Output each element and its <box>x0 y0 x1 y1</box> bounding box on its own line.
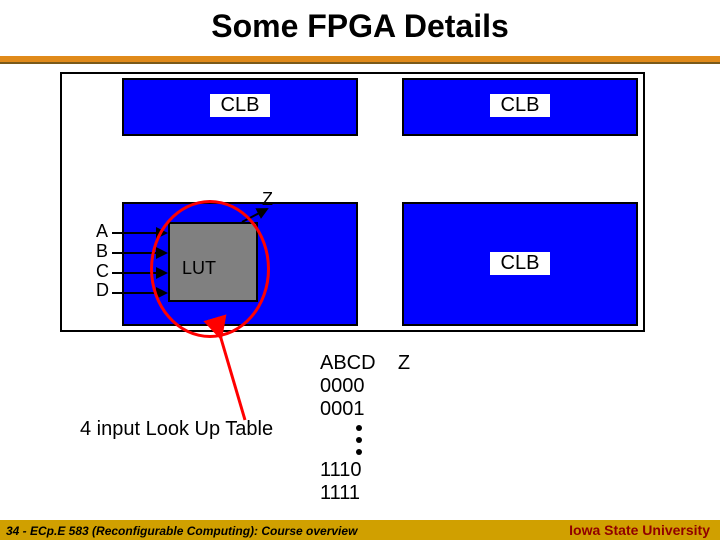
tt-row-1111: 1111 <box>320 482 410 505</box>
footer-left: 34 - ECp.E 583 (Reconfigurable Computing… <box>6 524 357 538</box>
tt-row-0000: 0000 <box>320 375 410 398</box>
tt-header-output: Z <box>398 352 410 374</box>
tt-row-0001: 0001 <box>320 398 410 421</box>
lut-caption: 4 input Look Up Table <box>80 418 273 441</box>
rule-dark <box>0 62 720 64</box>
ellipsis-dot <box>356 437 362 443</box>
truth-table: ABCD Z 0000 0001 1110 1111 <box>320 352 410 505</box>
clb-label-bottom-right: CLB <box>490 252 550 275</box>
ellipsis-dot <box>356 425 362 431</box>
page-title: Some FPGA Details <box>0 0 720 45</box>
tt-row-1110: 1110 <box>320 459 410 482</box>
highlight-ellipse <box>150 200 270 338</box>
tt-header-inputs: ABCD <box>320 352 376 374</box>
lut-output-z: Z <box>262 190 273 210</box>
fpga-frame: CLB CLB CLB LUT A B C D Z <box>60 72 645 332</box>
ellipsis-dot <box>356 449 362 455</box>
clb-label-top-right: CLB <box>490 94 550 117</box>
footer-right: Iowa State University <box>569 522 710 538</box>
